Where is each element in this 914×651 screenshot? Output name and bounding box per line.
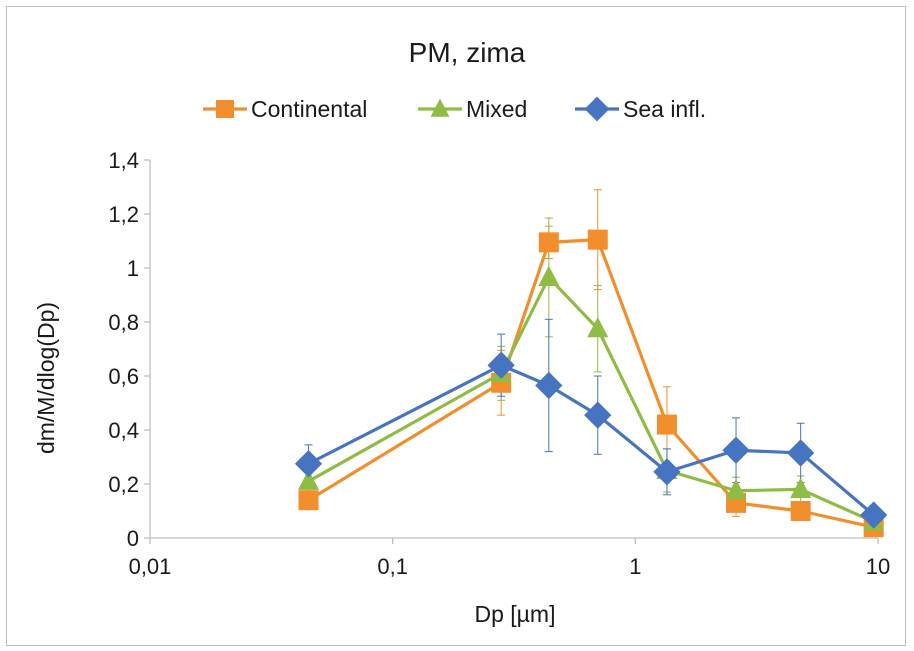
legend-swatch-marker bbox=[216, 100, 234, 118]
x-tick-label: 1 bbox=[629, 554, 641, 579]
legend-item-mixed: Mixed bbox=[418, 96, 527, 122]
legend-swatch-marker bbox=[584, 96, 610, 122]
y-tick-label: 1 bbox=[127, 256, 139, 281]
legend-swatch-marker bbox=[430, 98, 450, 117]
sea-infl-point bbox=[584, 401, 612, 429]
continental-point bbox=[656, 414, 677, 435]
x-tick-label: 0,1 bbox=[377, 554, 408, 579]
sea-infl-point bbox=[653, 458, 681, 486]
sea-infl-line bbox=[307, 363, 875, 517]
x-tick-label: 10 bbox=[866, 554, 890, 579]
chart-frame bbox=[6, 6, 906, 646]
y-tick-label: 0 bbox=[127, 526, 139, 551]
mixed-point bbox=[298, 469, 320, 490]
mixed-line bbox=[307, 275, 875, 524]
continental-point bbox=[790, 501, 811, 521]
sea-infl-point bbox=[487, 351, 515, 379]
y-tick-label: 1,2 bbox=[108, 202, 139, 227]
sea-infl-point bbox=[722, 436, 750, 464]
continental-line bbox=[307, 238, 875, 529]
y-tick-label: 0,2 bbox=[108, 472, 139, 497]
y-axis-label: dm/M/dlog(Dp) bbox=[33, 302, 59, 454]
mixed-point bbox=[790, 477, 812, 498]
legend-label: Sea infl. bbox=[623, 96, 706, 122]
continental-point bbox=[298, 490, 319, 511]
sea-infl-point bbox=[294, 450, 323, 478]
y-tick-label: 0,4 bbox=[108, 418, 139, 443]
sea-infl-point bbox=[860, 501, 888, 529]
y-tick-label: 0,6 bbox=[108, 364, 139, 389]
series-markers bbox=[294, 229, 888, 538]
axes: 0 0,2 0,4 0,6 0,8 1 1,2 1,4 0,01 0,1 1 10 bbox=[108, 148, 890, 579]
mixed-point bbox=[538, 265, 560, 286]
legend-label: Mixed bbox=[466, 96, 527, 122]
mixed-point bbox=[725, 478, 747, 500]
mixed-point bbox=[587, 316, 609, 338]
continental-point bbox=[587, 229, 608, 250]
y-tick-label: 1,4 bbox=[108, 148, 139, 173]
y-tick-label: 0,8 bbox=[108, 310, 139, 335]
legend: Continental Mixed Sea infl. bbox=[203, 96, 706, 122]
x-tick-label: 0,01 bbox=[129, 554, 172, 579]
sea-infl-point bbox=[787, 439, 815, 467]
legend-label: Continental bbox=[251, 96, 367, 122]
sea-infl-point bbox=[535, 371, 563, 400]
legend-item-sea-infl: Sea infl. bbox=[575, 96, 706, 122]
series-lines bbox=[307, 238, 875, 529]
legend-item-continental: Continental bbox=[203, 96, 367, 122]
continental-point bbox=[538, 232, 559, 253]
x-axis-label: Dp [µm] bbox=[475, 601, 556, 627]
chart-title: PM, zima bbox=[409, 37, 526, 68]
